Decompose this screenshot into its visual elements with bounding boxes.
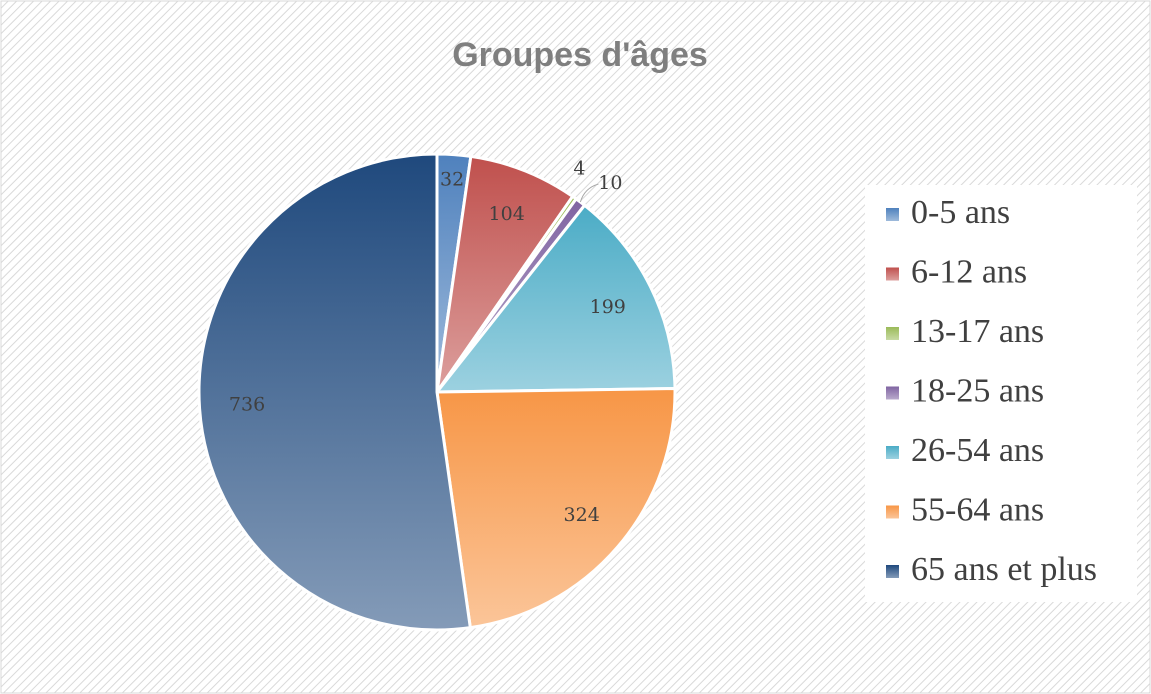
data-label: 4 [573, 158, 585, 180]
legend-swatch [886, 208, 899, 221]
data-label: 199 [590, 296, 626, 318]
legend-label: 26-54 ans [911, 432, 1044, 469]
legend-label: 13-17 ans [911, 313, 1044, 350]
legend-swatch [886, 386, 899, 400]
chart-title: Groupes d'âges [452, 36, 708, 74]
legend-box [865, 185, 1137, 602]
legend-label: 0-5 ans [911, 194, 1010, 231]
legend-swatch [886, 505, 899, 519]
data-label: 32 [440, 169, 464, 191]
legend-swatch [886, 565, 899, 578]
pie-slice [435, 387, 677, 630]
pie-slice [197, 152, 473, 632]
legend-label: 6-12 ans [911, 253, 1027, 290]
data-label: 10 [598, 172, 622, 194]
pie-slice [433, 203, 677, 394]
leader-line [579, 183, 599, 203]
legend-swatch [886, 267, 899, 281]
legend-swatch [886, 446, 899, 459]
data-label: 736 [229, 393, 265, 415]
legend-label: 65 ans et plus [911, 551, 1097, 588]
data-label: 104 [489, 203, 525, 225]
legend-label: 18-25 ans [911, 372, 1044, 409]
pie-slice [435, 154, 575, 393]
legend-label: 55-64 ans [911, 491, 1044, 528]
legend-swatch [886, 327, 899, 340]
data-label: 324 [564, 504, 600, 526]
